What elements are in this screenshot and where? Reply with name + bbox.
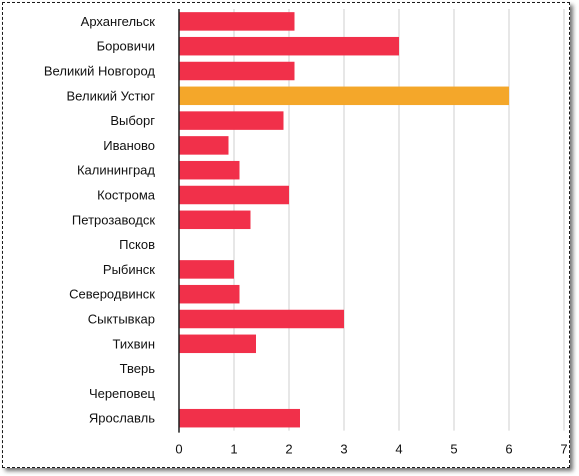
bar-chart: Архангельск Боровичи Великий Новгород Велик…: [44, 9, 568, 457]
category-label: Череповец: [89, 386, 156, 401]
category-label: Тихвин: [113, 336, 155, 351]
category-label: Боровичи: [97, 39, 155, 54]
x-tick-label: 5: [450, 442, 457, 457]
category-label: Архангельск: [81, 14, 156, 29]
bar-9: [179, 210, 251, 230]
bar-6: [179, 136, 229, 155]
bar-8: [179, 185, 289, 205]
category-label: Псков: [119, 237, 155, 252]
category-label: Выборг: [110, 113, 155, 128]
x-tick-label: 6: [505, 442, 512, 457]
category-label: Калининград: [77, 163, 155, 178]
bar-14: [179, 334, 256, 354]
category-label: Сыктывкар: [88, 312, 155, 327]
bar-13: [179, 309, 344, 329]
x-tick-label: 4: [395, 442, 402, 457]
x-tick-label: 0: [175, 442, 182, 457]
category-label: Кострома: [97, 188, 156, 203]
category-label: Петрозаводск: [72, 212, 155, 227]
category-label: Иваново: [103, 138, 155, 153]
x-tick-label: 2: [285, 442, 292, 457]
category-label: Великий Новгород: [44, 64, 156, 79]
x-tick-label: 7: [560, 442, 567, 457]
bar-3: [179, 61, 295, 81]
category-label: Ярославль: [89, 411, 155, 426]
bar-11: [179, 260, 234, 279]
bar-17: [179, 408, 300, 428]
chart-frame: Архангельск Боровичи Великий Новгород Велик…: [2, 2, 570, 468]
category-label: Рыбинск: [103, 262, 155, 277]
bar-2: [179, 36, 399, 56]
bar-1: [179, 12, 295, 31]
bar-5: [179, 111, 284, 130]
x-tick-label: 3: [340, 442, 347, 457]
x-tick-label: 1: [230, 442, 237, 457]
category-label: Северодвинск: [69, 287, 155, 302]
category-label: Тверь: [120, 361, 156, 376]
bar-7: [179, 160, 240, 180]
category-label: Великий Устюг: [67, 88, 156, 103]
bar-12: [179, 284, 240, 304]
bar-4: [179, 86, 509, 106]
